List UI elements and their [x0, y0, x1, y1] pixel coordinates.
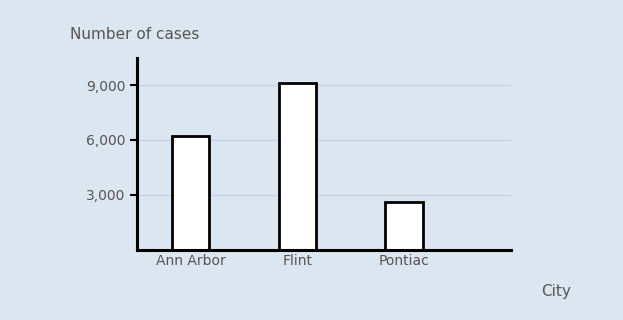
Bar [278, 83, 316, 250]
Bar [386, 202, 423, 250]
Bar [172, 136, 209, 250]
Text: Number of cases: Number of cases [70, 27, 199, 42]
Text: City: City [541, 284, 571, 299]
